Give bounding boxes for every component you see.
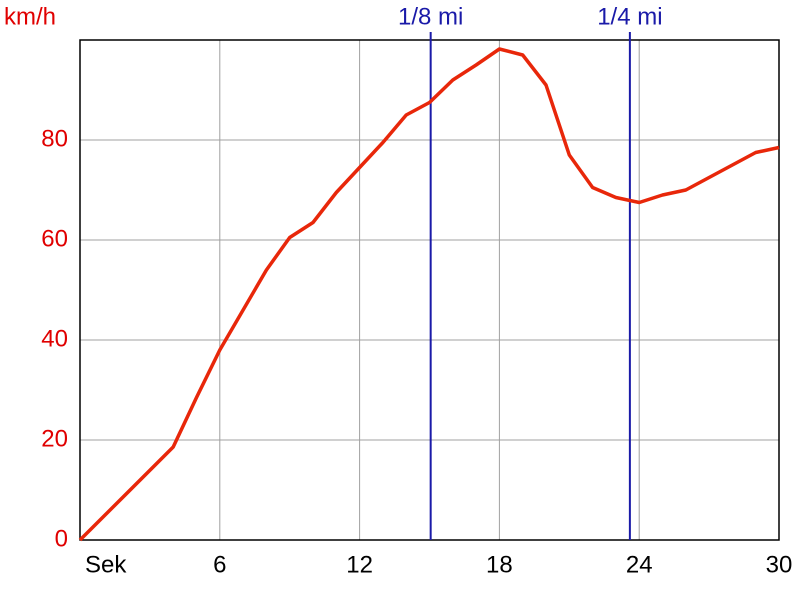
x-tick-label: 18	[486, 551, 513, 578]
y-tick-label: 20	[41, 425, 68, 452]
data-line	[78, 47, 780, 542]
x-tick-label: 12	[346, 551, 373, 578]
y-axis-label: km/h	[4, 3, 56, 30]
y-tick-label: 0	[55, 525, 68, 552]
plot-frame	[79, 39, 780, 541]
y-tick-label: 40	[41, 325, 68, 352]
marker-label: 1/8 mi	[398, 3, 463, 30]
y-tick-label: 80	[41, 125, 68, 152]
x-tick-label: Sek	[85, 551, 127, 578]
x-tick-label: 6	[213, 551, 226, 578]
marker-label: 1/4 mi	[597, 3, 662, 30]
y-tick-label: 60	[41, 225, 68, 252]
x-tick-label: 24	[626, 551, 653, 578]
x-tick-label: 30	[766, 551, 793, 578]
